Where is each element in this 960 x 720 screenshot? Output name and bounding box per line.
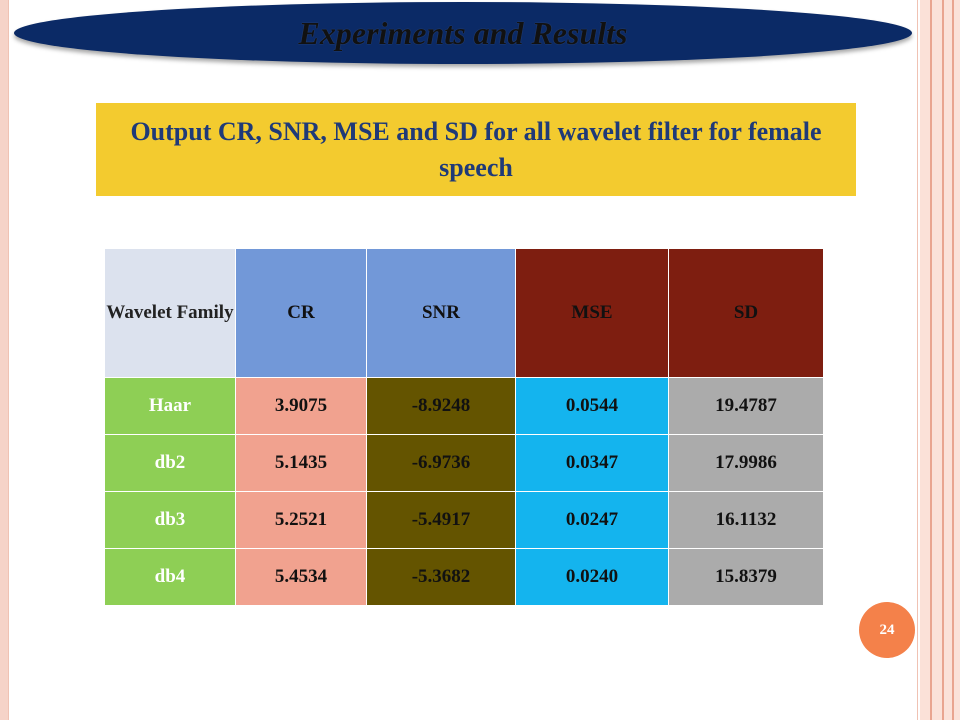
table-row: db4 5.4534 -5.3682 0.0240 15.8379 <box>104 548 824 606</box>
header-mse: MSE <box>515 248 669 378</box>
title-banner: Experiments and Results <box>14 2 912 64</box>
cell-mse: 0.0544 <box>515 377 669 435</box>
cell-mse: 0.0247 <box>515 491 669 549</box>
header-snr: SNR <box>366 248 516 378</box>
cell-cr: 5.2521 <box>235 491 367 549</box>
cell-cr: 3.9075 <box>235 377 367 435</box>
cell-sd: 15.8379 <box>668 548 824 606</box>
header-wavelet-family: Wavelet Family <box>104 248 236 378</box>
table-header-row: Wavelet Family CR SNR MSE SD <box>104 248 824 378</box>
page-number-badge: 24 <box>859 602 915 658</box>
results-table: Wavelet Family CR SNR MSE SD Haar 3.9075… <box>104 248 824 606</box>
cell-family: db3 <box>104 491 236 549</box>
cell-family: Haar <box>104 377 236 435</box>
header-cr: CR <box>235 248 367 378</box>
slide-frame <box>8 0 918 720</box>
slide-subtitle: Output CR, SNR, MSE and SD for all wavel… <box>130 116 822 182</box>
header-sd: SD <box>668 248 824 378</box>
subtitle-box: Output CR, SNR, MSE and SD for all wavel… <box>96 103 856 196</box>
cell-cr: 5.1435 <box>235 434 367 492</box>
cell-snr: -8.9248 <box>366 377 516 435</box>
table-row: db3 5.2521 -5.4917 0.0247 16.1132 <box>104 491 824 549</box>
cell-mse: 0.0240 <box>515 548 669 606</box>
table-row: db2 5.1435 -6.9736 0.0347 17.9986 <box>104 434 824 492</box>
border-stripe <box>952 0 954 720</box>
border-stripe <box>942 0 944 720</box>
left-border-decoration <box>0 0 8 720</box>
cell-sd: 16.1132 <box>668 491 824 549</box>
cell-snr: -6.9736 <box>366 434 516 492</box>
page-number: 24 <box>879 621 895 638</box>
cell-snr: -5.4917 <box>366 491 516 549</box>
cell-family: db4 <box>104 548 236 606</box>
cell-snr: -5.3682 <box>366 548 516 606</box>
cell-mse: 0.0347 <box>515 434 669 492</box>
border-stripe <box>930 0 932 720</box>
cell-sd: 17.9986 <box>668 434 824 492</box>
right-border-decoration <box>920 0 960 720</box>
cell-sd: 19.4787 <box>668 377 824 435</box>
cell-family: db2 <box>104 434 236 492</box>
table-row: Haar 3.9075 -8.9248 0.0544 19.4787 <box>104 377 824 435</box>
cell-cr: 5.4534 <box>235 548 367 606</box>
slide-title: Experiments and Results <box>298 14 628 51</box>
